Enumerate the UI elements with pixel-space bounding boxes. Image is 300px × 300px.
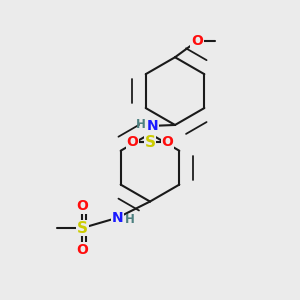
Text: O: O: [191, 34, 203, 48]
Text: O: O: [126, 135, 138, 149]
Text: N: N: [112, 211, 123, 225]
Text: O: O: [76, 199, 88, 213]
Text: O: O: [162, 135, 174, 149]
Text: S: S: [77, 220, 88, 236]
Text: N: N: [147, 119, 159, 133]
Text: H: H: [125, 213, 135, 226]
Text: O: O: [76, 243, 88, 257]
Text: H: H: [136, 118, 146, 131]
Text: S: S: [145, 134, 155, 149]
